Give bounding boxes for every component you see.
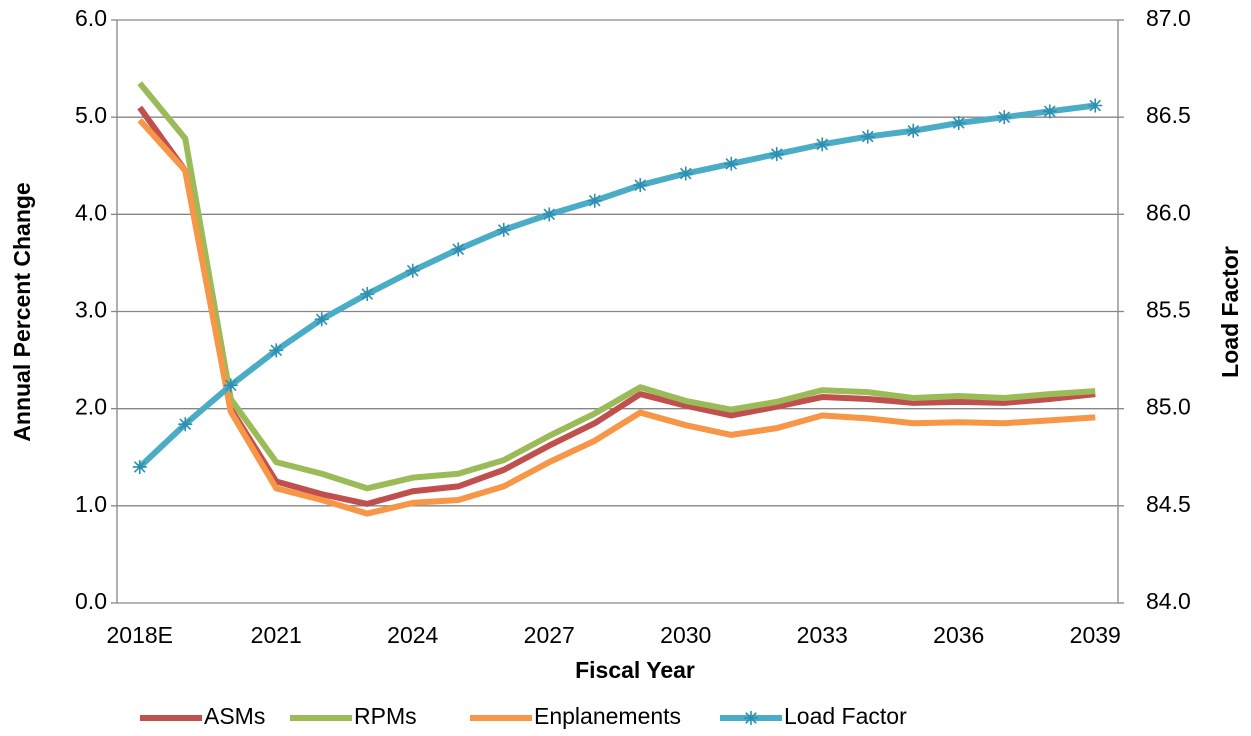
marker bbox=[178, 417, 193, 432]
series-line bbox=[137, 102, 1096, 470]
marker bbox=[906, 123, 921, 138]
y2-tick-label: 84.5 bbox=[1146, 491, 1191, 517]
y2-tick-label: 85.0 bbox=[1146, 394, 1191, 420]
marker bbox=[314, 312, 329, 327]
marker bbox=[360, 287, 375, 302]
y2-tick-label: 86.5 bbox=[1146, 102, 1191, 128]
marker bbox=[587, 193, 602, 208]
legend-label: ASMs bbox=[204, 703, 265, 729]
y2-tick-label: 84.0 bbox=[1146, 588, 1191, 614]
y2-tick-label: 87.0 bbox=[1146, 5, 1191, 31]
y2-tick-label: 85.5 bbox=[1146, 297, 1191, 323]
marker bbox=[496, 222, 511, 237]
x-tick-label: 2033 bbox=[797, 622, 848, 648]
marker bbox=[633, 178, 648, 193]
marker bbox=[769, 147, 784, 162]
y-tick-label: 1.0 bbox=[75, 491, 107, 517]
legend-marker bbox=[744, 711, 758, 725]
marker bbox=[815, 137, 830, 152]
marker bbox=[724, 156, 739, 171]
marker bbox=[405, 263, 420, 278]
x-tick-label: 2024 bbox=[387, 622, 438, 648]
x-tick-label: 2039 bbox=[1070, 622, 1121, 648]
legend-label: RPMs bbox=[354, 703, 417, 729]
marker bbox=[678, 166, 693, 181]
y-tick-label: 6.0 bbox=[75, 5, 107, 31]
series-line bbox=[137, 118, 1096, 517]
y-tick-label: 4.0 bbox=[75, 199, 107, 225]
marker bbox=[860, 129, 875, 144]
marker bbox=[132, 459, 147, 474]
y-tick-label: 0.0 bbox=[75, 588, 107, 614]
y-tick-label: 5.0 bbox=[75, 102, 107, 128]
x-tick-label: 2021 bbox=[251, 622, 302, 648]
marker bbox=[451, 242, 466, 257]
y2-tick-label: 86.0 bbox=[1146, 199, 1191, 225]
marker bbox=[1042, 104, 1057, 119]
marker bbox=[542, 207, 557, 222]
series-line bbox=[137, 105, 1096, 507]
legend-label: Enplanements bbox=[534, 703, 681, 729]
marker bbox=[269, 343, 284, 358]
marker bbox=[223, 378, 238, 393]
y-tick-label: 3.0 bbox=[75, 297, 107, 323]
x-tick-label: 2036 bbox=[933, 622, 984, 648]
x-tick-label: 2030 bbox=[660, 622, 711, 648]
y-tick-label: 2.0 bbox=[75, 394, 107, 420]
legend-label: Load Factor bbox=[784, 703, 907, 729]
y2-axis-title: Load Factor bbox=[1217, 246, 1243, 378]
x-tick-label: 2018E bbox=[106, 622, 173, 648]
marker bbox=[1088, 98, 1103, 113]
marker bbox=[997, 110, 1012, 125]
series-line bbox=[137, 81, 1096, 492]
y-axis-title: Annual Percent Change bbox=[9, 182, 35, 441]
x-axis-title: Fiscal Year bbox=[575, 657, 695, 683]
marker bbox=[951, 115, 966, 130]
x-tick-label: 2027 bbox=[524, 622, 575, 648]
